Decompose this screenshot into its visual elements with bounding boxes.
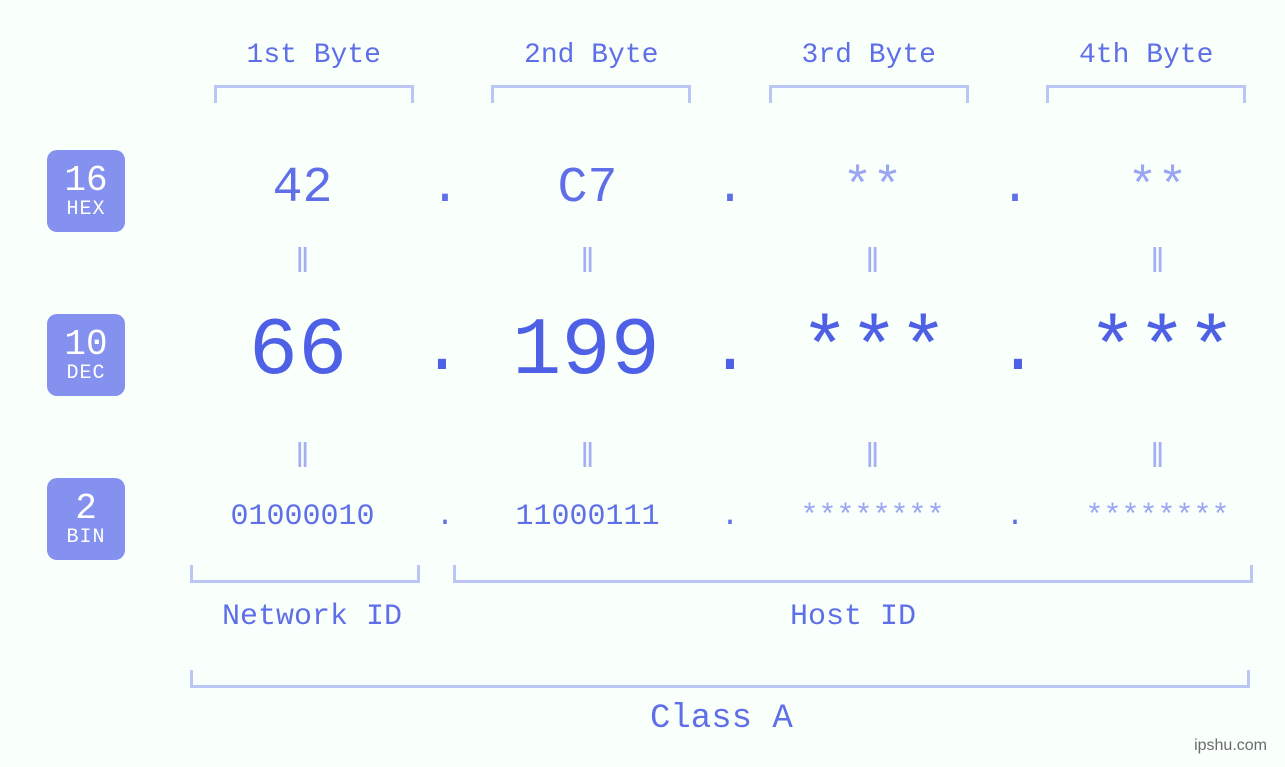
class-bracket-icon (190, 670, 1250, 688)
dot: . (421, 312, 463, 391)
bin-byte-3: ******** (745, 500, 1000, 534)
header-byte-3: 3rd Byte (730, 40, 1008, 71)
top-bracket-cell (453, 85, 731, 103)
hex-byte-2: C7 (460, 160, 715, 217)
dec-byte-3: *** (751, 305, 997, 398)
dot: . (715, 160, 745, 217)
top-brackets-row (0, 85, 1285, 103)
dot: . (430, 160, 460, 217)
equals-icon: ǁ (175, 440, 430, 478)
equals-icon: ǁ (460, 245, 715, 283)
bin-byte-4: ******** (1030, 500, 1285, 534)
network-id-label: Network ID (222, 600, 402, 634)
row-equals-1: ǁ . ǁ . ǁ . ǁ (0, 245, 1285, 283)
equals-icon: ǁ (745, 245, 1000, 283)
host-id-bracket-icon (453, 565, 1253, 583)
host-id-label: Host ID (790, 600, 916, 634)
top-bracket-cell (1008, 85, 1285, 103)
bin-byte-1: 01000010 (175, 500, 430, 534)
equals-icon: ǁ (1030, 245, 1285, 283)
row-equals-2: ǁ . ǁ . ǁ . ǁ (0, 440, 1285, 478)
dec-byte-4: *** (1039, 305, 1285, 398)
row-dec: 66 . 199 . *** . *** (0, 305, 1285, 398)
network-id-bracket-icon (190, 565, 420, 583)
top-bracket-cell (730, 85, 1008, 103)
hex-byte-3: ** (745, 160, 1000, 217)
dot: . (715, 500, 745, 534)
bracket-top-icon (769, 85, 969, 103)
equals-icon: ǁ (1030, 440, 1285, 478)
dot: . (1000, 500, 1030, 534)
top-bracket-cell (175, 85, 453, 103)
header-byte-4: 4th Byte (1008, 40, 1285, 71)
byte-headers-row: 1st Byte 2nd Byte 3rd Byte 4th Byte (0, 40, 1285, 71)
equals-icon: ǁ (460, 440, 715, 478)
header-byte-2: 2nd Byte (453, 40, 731, 71)
dot: . (709, 312, 751, 391)
row-hex: 42 . C7 . ** . ** (0, 160, 1285, 217)
header-byte-1: 1st Byte (175, 40, 453, 71)
bin-byte-2: 11000111 (460, 500, 715, 534)
bracket-top-icon (491, 85, 691, 103)
top-bracket-spacer (0, 85, 175, 103)
dot: . (997, 312, 1039, 391)
dot: . (430, 500, 460, 534)
hex-byte-1: 42 (175, 160, 430, 217)
dec-byte-2: 199 (463, 305, 709, 398)
hex-byte-4: ** (1030, 160, 1285, 217)
equals-icon: ǁ (745, 440, 1000, 478)
watermark: ipshu.com (1194, 737, 1267, 755)
equals-icon: ǁ (175, 245, 430, 283)
dec-byte-1: 66 (175, 305, 421, 398)
class-label: Class A (650, 700, 793, 738)
bracket-top-icon (1046, 85, 1246, 103)
bracket-top-icon (214, 85, 414, 103)
dot: . (1000, 160, 1030, 217)
row-bin: 01000010 . 11000111 . ******** . *******… (0, 500, 1285, 534)
